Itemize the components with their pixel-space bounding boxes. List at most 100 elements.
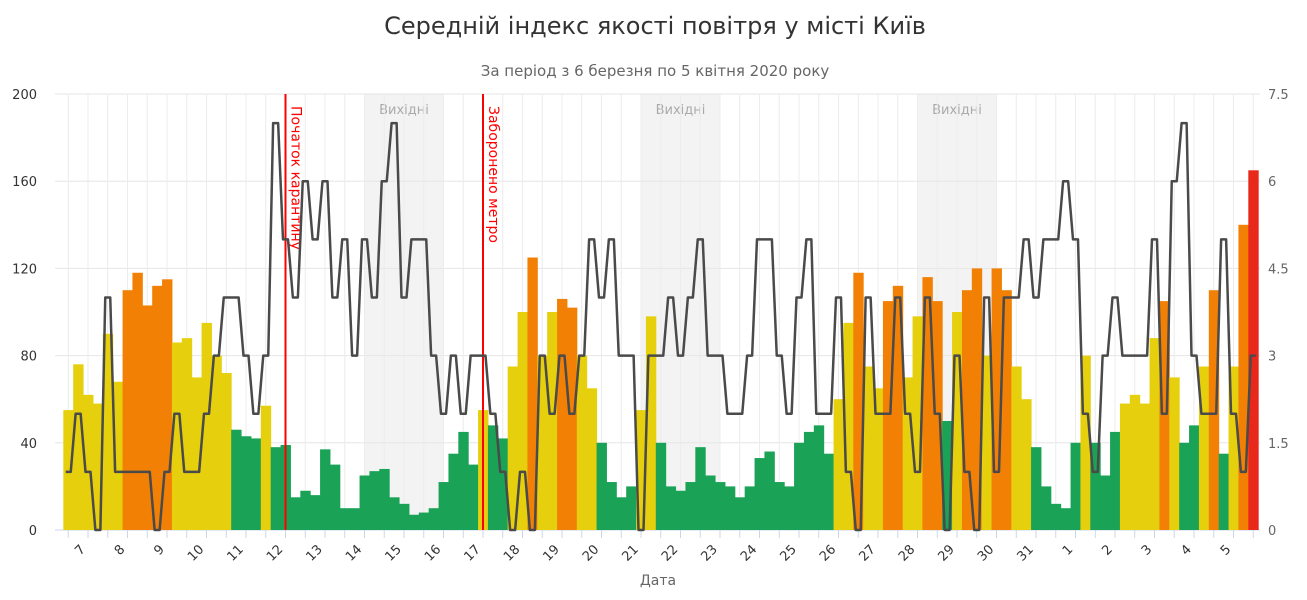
aqi-bar	[349, 508, 361, 530]
aqi-bar	[1011, 366, 1022, 530]
aqi-bar	[339, 508, 351, 530]
aqi-bar	[774, 482, 785, 530]
aqi-bar	[981, 355, 993, 530]
left-tick-label: 80	[20, 350, 37, 365]
aqi-bar	[1119, 403, 1131, 530]
aqi-bar	[655, 442, 667, 530]
aqi-bar	[892, 285, 904, 530]
aqi-bar	[260, 405, 272, 530]
index-line-path	[65, 121, 1256, 532]
x-tick-label: 23	[699, 542, 721, 564]
aqi-bar	[63, 410, 74, 530]
right-tick-label: 0	[1268, 524, 1276, 539]
aqi-bar	[734, 497, 746, 530]
left-tick-label: 40	[20, 437, 37, 452]
aqi-bar	[823, 453, 835, 530]
index-line	[65, 121, 1256, 532]
aqi-bar	[912, 316, 923, 530]
aqi-bar	[487, 425, 499, 530]
aqi-bar	[626, 486, 637, 530]
aqi-bar	[1110, 431, 1121, 530]
right-axis-labels: 0 1.5 3 4.5 6 7.5	[1268, 88, 1289, 539]
aqi-bar	[675, 490, 686, 530]
aqi-bar	[784, 486, 795, 530]
aqi-bar	[576, 355, 588, 530]
right-tick-label: 4.5	[1268, 262, 1289, 277]
aqi-bar	[566, 307, 578, 530]
x-tick-label: 30	[975, 542, 997, 564]
aqi-bar	[162, 279, 173, 530]
left-axis-labels: 0 40 80 120 160 200	[12, 88, 37, 539]
x-tick-label: 16	[422, 542, 444, 564]
x-tick-label: 27	[857, 542, 879, 564]
aqi-bar	[636, 410, 647, 530]
aqi-bar	[685, 482, 696, 530]
x-tick-label: 21	[620, 542, 642, 564]
aqi-bar	[1218, 453, 1230, 530]
x-tick-label: 15	[383, 542, 405, 564]
chart-subtitle: За період з 6 березня по 5 квітня 2020 р…	[481, 62, 830, 80]
aqi-bar	[241, 436, 252, 530]
x-tick-label: 14	[343, 542, 365, 564]
aqi-bar	[794, 442, 805, 530]
x-tick-label: 8	[112, 542, 128, 558]
aqi-bar	[270, 447, 282, 530]
aqi-bar	[418, 512, 430, 530]
left-tick-label: 160	[12, 175, 37, 190]
aqi-bar	[517, 312, 528, 530]
aqi-bar	[1159, 301, 1170, 530]
aqi-bar	[497, 438, 509, 530]
aqi-bar	[132, 272, 143, 530]
right-tick-label: 3	[1268, 350, 1276, 365]
aqi-bar	[1050, 503, 1062, 530]
aqi-bar	[596, 442, 607, 530]
aqi-bar	[300, 490, 311, 530]
aqi-bar	[438, 482, 449, 530]
aqi-bar	[1179, 442, 1190, 530]
x-tick-label: 7	[72, 542, 88, 558]
aqi-bar	[1100, 475, 1111, 530]
aqi-bar	[715, 482, 726, 530]
aqi-bar	[1198, 366, 1210, 530]
aqi-bar	[152, 285, 163, 530]
annotation-label: Заборонено метро	[485, 106, 501, 243]
aqi-bar	[665, 486, 677, 530]
aqi-bar	[537, 355, 548, 530]
x-axis-labels: 7 8 9 10 11 12 13 14 15 16 17 18 19 20 21 22 23 24 25 26 27 2…	[72, 542, 1234, 564]
x-tick-label: 26	[817, 542, 839, 564]
x-tick-label: 22	[659, 542, 681, 564]
aqi-bar	[813, 425, 825, 530]
aqi-bars	[63, 170, 1259, 531]
x-tick-label: 24	[738, 542, 760, 564]
aqi-bar	[932, 301, 943, 530]
aqi-bar	[606, 482, 617, 530]
aqi-bar	[991, 268, 1002, 530]
aqi-bar	[873, 388, 884, 530]
aqi-bar	[942, 421, 953, 530]
aqi-bar	[122, 290, 133, 530]
aqi-bar	[586, 388, 598, 530]
aqi-bar	[1129, 394, 1141, 530]
aqi-bar	[1169, 377, 1180, 530]
aqi-bar	[369, 471, 380, 530]
aqi-bar	[310, 495, 321, 530]
aqi-bar	[329, 464, 341, 530]
x-tick-label: 13	[304, 542, 326, 564]
aqi-bar	[408, 514, 420, 530]
right-tick-label: 6	[1268, 175, 1276, 190]
x-tick-label: 1	[1060, 542, 1076, 558]
aqi-bar	[399, 503, 410, 530]
aqi-bar	[507, 366, 519, 530]
right-tick-label: 1.5	[1268, 437, 1289, 452]
x-tick-label: 17	[462, 542, 484, 564]
x-tick-label: 19	[541, 542, 563, 564]
x-tick-label: 10	[185, 542, 207, 564]
left-tick-label: 120	[12, 262, 37, 277]
aqi-bar	[961, 290, 973, 530]
aqi-bar	[902, 377, 914, 530]
aqi-bar	[971, 268, 983, 530]
aqi-bar	[1021, 399, 1032, 530]
aqi-bar	[1149, 338, 1160, 530]
x-tick-label: 12	[264, 542, 286, 564]
